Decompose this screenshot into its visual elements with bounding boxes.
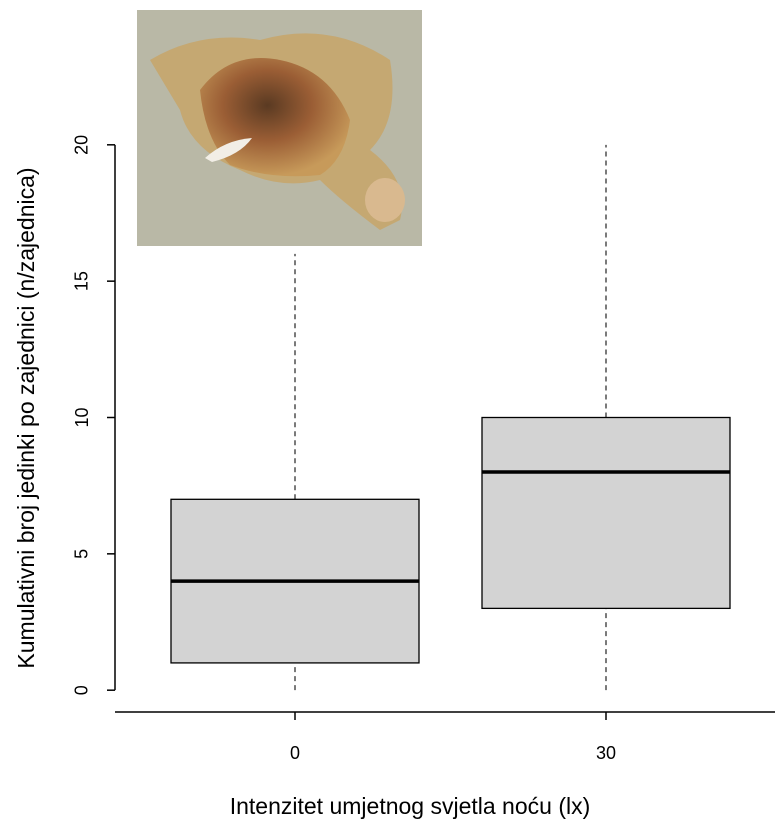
y-tick-label: 20 xyxy=(72,135,92,155)
photo-pebble xyxy=(365,178,405,222)
y-tick-label: 0 xyxy=(72,685,92,695)
y-tick-label: 15 xyxy=(72,271,92,291)
y-tick-label: 10 xyxy=(72,407,92,427)
photo-highlight xyxy=(205,138,252,162)
x-tick-label: 30 xyxy=(596,743,616,763)
photo-inset xyxy=(137,10,422,246)
y-axis-title: Kumulativni broj jedinki po zajednici (n… xyxy=(13,167,39,668)
x-axis-title: Intenzitet umjetnog svjetla noću (lx) xyxy=(230,793,591,819)
y-tick-label: 5 xyxy=(72,549,92,559)
box xyxy=(481,416,731,610)
x-tick-label: 0 xyxy=(290,743,300,763)
